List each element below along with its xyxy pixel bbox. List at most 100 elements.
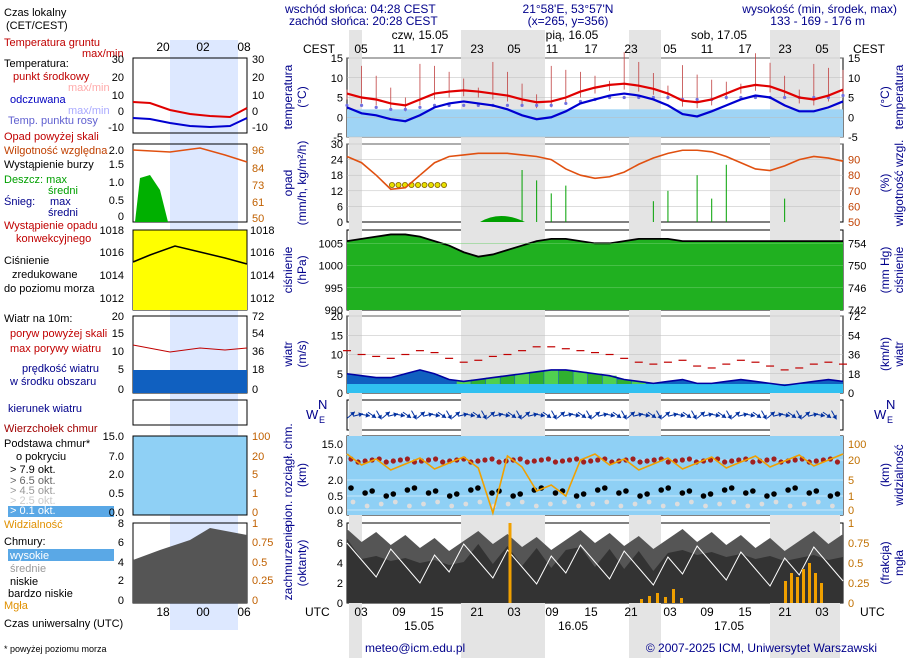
legend-tick-label: 0 — [252, 507, 258, 519]
cloud-base-mark — [637, 493, 643, 499]
y-tick-label: 742 — [848, 305, 866, 317]
grid-text: (x=265, y=356) — [528, 14, 609, 28]
axis-title: (frakcja) — [878, 541, 892, 584]
cloud-top-mark — [425, 457, 432, 463]
legend-tick-label: 20 — [252, 72, 264, 84]
y-tick-label: 7.0 — [328, 455, 343, 467]
legend-tick-label: 1018 — [100, 225, 124, 237]
y-tick-label: 0 — [337, 112, 343, 124]
y-tick-label: 18 — [331, 170, 343, 182]
wind-arrow — [367, 411, 377, 419]
utc-hour-label: 03 — [663, 605, 677, 619]
wind-arrow — [499, 412, 511, 418]
wind-arrow — [796, 410, 802, 420]
legend-hour-label: 18 — [156, 605, 170, 619]
cloud-top-mark — [440, 459, 446, 465]
sky-area — [347, 436, 843, 515]
cest-hour-label: 05 — [815, 42, 829, 56]
axis-title: ciśnienie — [892, 246, 906, 293]
legend-tick-label: 84 — [252, 163, 264, 175]
legend-label: (CET/CEST) — [6, 20, 68, 32]
y-tick-label: 0 — [337, 217, 343, 229]
cloud-base-mark — [785, 487, 791, 493]
utc-hour-label: 09 — [545, 605, 559, 619]
legend-tick-label: 1012 — [100, 293, 124, 305]
legend-label: Wilgotność względna — [4, 145, 108, 157]
legend-hour-label: 20 — [156, 40, 170, 54]
dew-point-mark — [520, 103, 524, 107]
storm-mark — [395, 181, 402, 188]
wind-arrow — [429, 412, 441, 418]
cloud-base-mark — [411, 485, 418, 491]
legend-label: wysokie — [9, 550, 49, 562]
legend-hour-label: 06 — [237, 605, 251, 619]
wind-arrow — [472, 411, 482, 419]
legend-label: Czas uniwersalny (UTC) — [4, 618, 123, 630]
legend-wind-area — [133, 370, 247, 393]
legend-tick-label: 1014 — [100, 270, 124, 282]
axis-title: mgła — [892, 550, 906, 576]
wind-arrow — [709, 412, 721, 418]
legend-tick-label: 2 — [118, 575, 124, 587]
wind-arrow — [402, 411, 412, 419]
axis-title: pion. rozciągł. chm. — [281, 423, 295, 526]
dew-point-mark — [724, 95, 728, 100]
axis-title: (km/h) — [878, 337, 892, 371]
utc-label: UTC — [860, 605, 885, 619]
cloud-base-mark — [660, 503, 666, 509]
cloud-base-mark — [815, 499, 821, 505]
cloud-base-mark — [435, 499, 440, 505]
cloud-top-mark — [750, 459, 756, 465]
legend-hour-label: 08 — [237, 40, 251, 54]
cloud-base-mark — [623, 488, 629, 494]
wind-arrow — [569, 412, 581, 418]
wind-arrow — [394, 412, 406, 418]
fog-bar — [664, 597, 667, 603]
legend-label: max/min — [68, 82, 110, 94]
legend-swatch — [8, 549, 114, 561]
wind-low-band — [347, 384, 843, 393]
legend-tick-label: 1.5 — [109, 159, 124, 171]
legend-label: Temperatura: — [4, 58, 69, 70]
wind-speed-block — [617, 379, 632, 384]
cloud-base-mark — [392, 499, 398, 505]
wind-arrow — [639, 412, 651, 418]
cloud-top-mark — [383, 459, 389, 465]
cloud-top-mark — [482, 457, 488, 463]
wind-arrow — [766, 411, 776, 419]
cloud-top-mark — [475, 458, 481, 464]
cloud-top-mark — [566, 457, 573, 463]
wind-arrow — [411, 410, 417, 420]
wind-arrow — [831, 410, 837, 420]
legend-tick-label: 6 — [118, 537, 124, 549]
cloud-base-mark — [477, 499, 483, 505]
axis-title: (%) — [878, 174, 892, 193]
cloud-base-mark — [750, 488, 756, 494]
wind-speed-line — [346, 369, 844, 387]
y-tick-label: 2.0 — [328, 475, 343, 487]
fog-bar — [672, 589, 675, 603]
axis-title: (°C) — [878, 86, 892, 107]
cloud-base-mark — [350, 499, 356, 505]
utc-hour-label: 03 — [354, 605, 368, 619]
cloud-base-mark — [658, 487, 664, 493]
cloud-top-mark — [489, 456, 495, 462]
compass-e: E — [887, 415, 893, 425]
legend-tick-label: 54 — [252, 328, 264, 340]
fog-bar — [640, 599, 643, 603]
legend-tick-label: 1018 — [250, 225, 274, 237]
wind-arrow — [717, 411, 727, 419]
wind-arrow — [691, 410, 697, 420]
legend-label: odczuwana — [10, 94, 67, 106]
cloud-base-mark — [432, 488, 439, 494]
humidity-tick-label: 90 — [848, 155, 860, 167]
cold-band — [347, 109, 843, 137]
cloud-base-mark — [827, 493, 834, 499]
cest-hour-label: 17 — [584, 42, 598, 56]
axis-title: (km) — [295, 463, 309, 487]
wind-speed-block — [515, 373, 530, 384]
wind-speed-block — [602, 375, 617, 384]
dew-point-mark — [666, 95, 670, 100]
y-tick-label: 8 — [337, 518, 343, 530]
cloud-base-mark — [562, 499, 567, 505]
